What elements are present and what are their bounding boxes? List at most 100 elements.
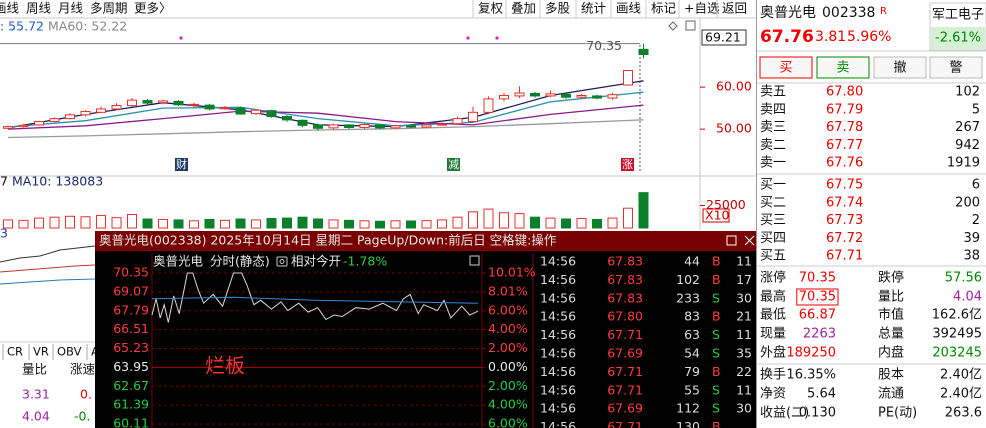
sub-indicator: 3 量比 涨速 3.31 0. 4.04 -0. CR VR OBV A bbox=[0, 226, 99, 424]
tool-button[interactable]: +自选 bbox=[684, 1, 720, 16]
indicator-tab[interactable]: VR bbox=[33, 345, 49, 359]
trade-button-label[interactable]: 买 bbox=[779, 61, 792, 76]
volume-bar bbox=[111, 217, 122, 229]
volume-bar bbox=[34, 217, 44, 229]
ma-label: : 55.72 bbox=[0, 19, 44, 34]
camera-icon[interactable] bbox=[276, 256, 288, 267]
diamond-icon[interactable] bbox=[668, 21, 678, 31]
event-marker[interactable] bbox=[447, 158, 460, 171]
stat-label: 总量 bbox=[878, 327, 904, 342]
volume-bar bbox=[576, 218, 587, 229]
value: -0. bbox=[74, 409, 90, 424]
trade-button[interactable] bbox=[929, 56, 983, 79]
badge: R bbox=[880, 6, 887, 17]
trade-button-label[interactable]: 卖 bbox=[836, 61, 849, 76]
trade-cell: 102 bbox=[676, 272, 700, 287]
volume-bar bbox=[251, 219, 261, 229]
y-tick-label: 65.23 bbox=[113, 340, 149, 355]
tab[interactable]: 多周期 bbox=[90, 1, 128, 16]
tool-button[interactable]: 叠加 bbox=[511, 1, 536, 16]
y-tick-label: 25000 bbox=[706, 197, 746, 212]
trade-button-label[interactable]: 警 bbox=[949, 60, 962, 76]
candle-body bbox=[220, 107, 230, 110]
y-tick-label: 50.00 bbox=[716, 121, 752, 136]
stat-label: PE(动) bbox=[878, 406, 917, 421]
trade-button-label[interactable]: 撤 bbox=[893, 60, 906, 76]
volume-bar bbox=[623, 207, 633, 229]
maximize-button[interactable] bbox=[726, 235, 737, 246]
candle-body bbox=[607, 94, 618, 99]
trade-button[interactable] bbox=[759, 56, 813, 79]
stock-code: 002338 bbox=[822, 5, 875, 21]
event-marker[interactable] bbox=[621, 158, 634, 171]
tool-button[interactable]: 画线 bbox=[616, 1, 642, 16]
stat-value: 5.64 bbox=[807, 387, 836, 402]
indicator-tab[interactable]: OBV bbox=[57, 345, 82, 359]
trade-cell: 21 bbox=[736, 309, 752, 324]
trade-cell: 112 bbox=[676, 401, 700, 416]
stat-label: 内盘 bbox=[878, 345, 904, 361]
tab[interactable]: 月线 bbox=[58, 1, 84, 16]
book-label: 买四 bbox=[760, 231, 786, 246]
tool-button[interactable]: 统计 bbox=[581, 1, 606, 16]
window-icon[interactable] bbox=[685, 20, 696, 31]
stat-label: 换手 bbox=[760, 368, 786, 383]
close-button[interactable] bbox=[744, 235, 755, 246]
candle-body bbox=[266, 110, 277, 118]
stat-label: 最高 bbox=[760, 289, 786, 305]
stat-value: 0.130 bbox=[799, 406, 836, 421]
trade-cell: B bbox=[712, 272, 721, 287]
value: 3.31 bbox=[22, 387, 50, 402]
candle-body bbox=[468, 111, 478, 123]
tool-button[interactable]: 多股 bbox=[545, 1, 571, 16]
book-label: 卖五 bbox=[760, 85, 786, 100]
candle-body bbox=[545, 93, 556, 97]
trade-cell: B bbox=[712, 419, 721, 428]
tab[interactable]: 更多〉 bbox=[134, 1, 172, 16]
y2-tick-label: 6.00% bbox=[488, 302, 528, 317]
marker-dot bbox=[179, 36, 183, 40]
intraday-popup: 奥普光电(002338) 2025年10月14日 星期二 PageUp/Down… bbox=[95, 231, 757, 428]
volume-bar bbox=[452, 216, 463, 229]
ma-line bbox=[7, 91, 644, 128]
trade-cell: S bbox=[712, 327, 720, 342]
candle-body bbox=[344, 124, 354, 128]
trade-cell: 44 bbox=[684, 254, 700, 269]
tool-button[interactable]: 返回 bbox=[722, 1, 747, 16]
trade-cell: B bbox=[712, 254, 721, 269]
tool-button[interactable]: 标记 bbox=[651, 1, 677, 16]
stat-value: 57.56 bbox=[945, 271, 982, 286]
trade-cell: S bbox=[712, 346, 720, 361]
tool-button[interactable]: 复权 bbox=[478, 1, 504, 16]
stat-label: 市值 bbox=[878, 307, 904, 323]
trade-button[interactable] bbox=[873, 56, 927, 79]
book-label: 卖四 bbox=[760, 102, 786, 117]
stat-value: 4.04 bbox=[953, 290, 982, 305]
indicator-line bbox=[0, 264, 96, 273]
candle-body bbox=[127, 99, 137, 107]
candle-body bbox=[142, 100, 153, 104]
indicator-line bbox=[0, 278, 96, 285]
volume-bar bbox=[313, 218, 323, 229]
candle-body bbox=[406, 125, 416, 128]
candle-body bbox=[18, 124, 29, 128]
candle-body bbox=[80, 110, 91, 116]
panel-icon[interactable] bbox=[469, 255, 480, 266]
event-marker[interactable] bbox=[175, 158, 188, 171]
cursor-box bbox=[701, 29, 747, 46]
popup-title: 奥普光电(002338) 2025年10月14日 星期二 PageUp/Down… bbox=[99, 233, 557, 248]
indicator-tab[interactable]: CR bbox=[7, 345, 23, 359]
trade-button[interactable] bbox=[816, 56, 870, 79]
tab[interactable]: 画线 bbox=[0, 1, 20, 16]
candle-body bbox=[96, 108, 106, 113]
stat-value: 70.35 bbox=[799, 271, 836, 286]
tab[interactable]: 周线 bbox=[26, 1, 52, 16]
stat-value: 392495 bbox=[932, 327, 982, 342]
volume-bar bbox=[158, 218, 168, 229]
candle-body bbox=[499, 95, 509, 100]
relative-open: -1.78% bbox=[343, 254, 387, 269]
change: 3.81 bbox=[815, 29, 846, 45]
candle-body bbox=[561, 93, 571, 98]
stat-label: 涨停 bbox=[760, 270, 786, 286]
trade-cell: 30 bbox=[736, 290, 752, 305]
